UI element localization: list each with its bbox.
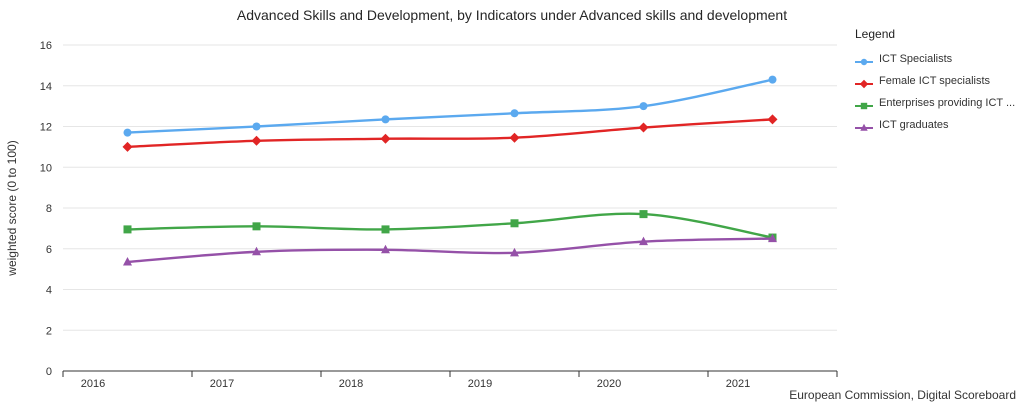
data-point-ict-graduates[interactable] (639, 236, 648, 246)
legend-item-label: ICT Specialists (879, 53, 953, 65)
triangle-glyph (860, 123, 868, 131)
y-tick-label: 14 (40, 81, 52, 93)
data-point-ict-specialists[interactable] (381, 115, 390, 124)
legend-item-label: Enterprises providing ICT ... (879, 97, 1016, 109)
square-glyph (860, 102, 868, 110)
legend-title: Legend (855, 27, 896, 41)
legend-item-ict-specialists[interactable]: ICT Specialists (855, 48, 1023, 70)
data-point-ict-graduates[interactable] (123, 256, 132, 266)
data-point-enterprises-providing-ict[interactable] (639, 210, 648, 219)
y-tick-label: 6 (46, 244, 52, 256)
data-point-female-ict-specialists[interactable] (509, 132, 520, 143)
data-point-female-ict-specialists[interactable] (767, 114, 778, 125)
circle-glyph (860, 58, 868, 66)
y-axis-title: weighted score (0 to 100) (5, 140, 19, 276)
x-tick-label: 2018 (339, 378, 363, 390)
line-square-marker-icon (855, 98, 873, 110)
legend-item-label: ICT graduates (879, 119, 949, 131)
series-enterprises-providing-ict (123, 210, 777, 242)
data-point-ict-graduates[interactable] (252, 246, 261, 256)
x-tick-label: 2019 (468, 378, 492, 390)
data-point-female-ict-specialists[interactable] (638, 122, 649, 133)
y-tick-label: 16 (40, 40, 52, 52)
y-tick-label: 8 (46, 203, 52, 215)
chart-title: Advanced Skills and Development, by Indi… (236, 7, 788, 23)
series-line-ict-graduates (126, 237, 774, 264)
data-point-ict-graduates[interactable] (768, 233, 777, 243)
line-diamond-marker-icon (855, 76, 873, 89)
series-female-ict-specialists (122, 114, 778, 152)
legend: Legend ICT Specialists Female ICT specia… (855, 27, 1023, 136)
y-tick-label: 4 (46, 285, 52, 297)
line-circle-marker-icon (855, 54, 873, 66)
data-point-ict-graduates[interactable] (510, 247, 519, 257)
y-tick-label: 12 (40, 122, 52, 134)
data-point-enterprises-providing-ict[interactable] (252, 222, 261, 231)
data-point-ict-specialists[interactable] (123, 128, 132, 137)
legend-item-label: Female ICT specialists (879, 75, 991, 87)
data-point-female-ict-specialists[interactable] (251, 135, 262, 146)
attribution-text: European Commission, Digital Scoreboard (789, 388, 1016, 402)
legend-item-female-ict-specialists[interactable]: Female ICT specialists (855, 70, 1023, 92)
data-point-female-ict-specialists[interactable] (122, 141, 133, 152)
series-line-female-ict-specialists (126, 118, 774, 149)
x-tick-label: 2020 (597, 378, 621, 390)
series-ict-specialists (123, 75, 777, 137)
series-line-ict-specialists (126, 78, 774, 134)
data-point-ict-specialists[interactable] (768, 75, 777, 84)
data-point-enterprises-providing-ict[interactable] (123, 225, 132, 234)
y-tick-label: 0 (46, 366, 52, 378)
legend-item-ict-graduates[interactable]: ICT graduates (855, 114, 1023, 136)
series-ict-graduates (123, 233, 777, 266)
diamond-glyph (859, 79, 869, 89)
data-point-ict-specialists[interactable] (510, 109, 519, 118)
x-tick-label: 2021 (726, 378, 750, 390)
data-point-enterprises-providing-ict[interactable] (510, 219, 519, 228)
series-line-enterprises-providing-ict (126, 212, 774, 239)
line-triangle-marker-icon (855, 120, 873, 131)
legend-item-enterprises-providing-ict[interactable]: Enterprises providing ICT ... (855, 92, 1023, 114)
x-tick-label: 2017 (210, 378, 234, 390)
data-point-ict-specialists[interactable] (252, 122, 261, 131)
data-point-ict-specialists[interactable] (639, 102, 648, 111)
data-point-enterprises-providing-ict[interactable] (381, 225, 390, 234)
y-tick-label: 10 (40, 162, 52, 174)
data-point-female-ict-specialists[interactable] (380, 133, 391, 144)
data-point-ict-graduates[interactable] (381, 244, 390, 254)
y-tick-label: 2 (46, 325, 52, 337)
x-tick-label: 2016 (81, 378, 105, 390)
